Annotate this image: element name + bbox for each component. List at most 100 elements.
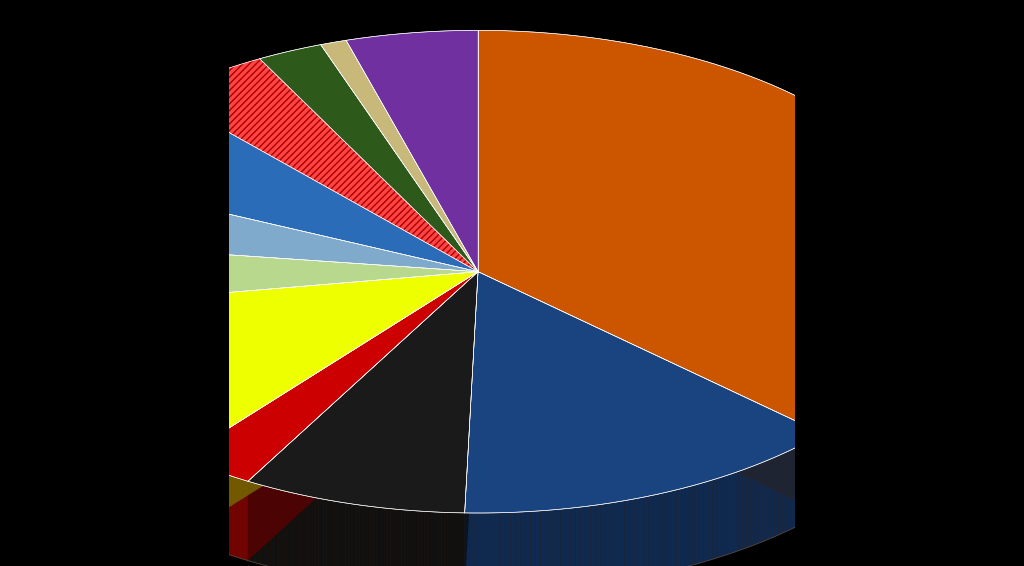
Polygon shape [717,477,721,558]
Polygon shape [56,373,58,454]
Polygon shape [147,441,151,522]
Polygon shape [390,509,393,566]
Polygon shape [546,510,551,566]
Polygon shape [401,510,404,566]
Polygon shape [759,462,763,543]
Polygon shape [634,498,639,566]
Polygon shape [368,506,371,566]
Polygon shape [169,452,172,533]
Polygon shape [374,507,376,566]
Polygon shape [55,371,56,452]
Polygon shape [742,469,746,549]
Polygon shape [42,354,44,436]
Polygon shape [273,488,275,566]
Polygon shape [885,381,891,467]
Polygon shape [808,439,812,520]
Polygon shape [586,506,591,566]
Polygon shape [112,419,114,501]
Polygon shape [346,31,478,272]
Polygon shape [19,272,478,457]
Polygon shape [903,362,908,448]
Polygon shape [794,447,798,528]
Polygon shape [387,508,390,566]
Polygon shape [500,513,505,566]
Polygon shape [932,315,935,401]
Polygon shape [530,511,536,566]
Polygon shape [14,110,942,566]
Polygon shape [270,488,273,566]
Polygon shape [351,504,354,566]
Polygon shape [515,512,520,566]
Polygon shape [725,474,730,555]
Polygon shape [337,501,340,566]
Polygon shape [475,513,480,566]
Polygon shape [66,383,68,464]
Polygon shape [831,423,840,508]
Polygon shape [767,459,771,540]
Polygon shape [117,423,120,504]
Polygon shape [99,411,101,492]
Polygon shape [279,490,282,566]
Polygon shape [255,483,258,563]
Polygon shape [136,435,139,516]
Polygon shape [54,95,478,272]
Polygon shape [556,509,561,566]
Polygon shape [929,322,932,408]
Polygon shape [310,497,313,566]
Polygon shape [324,499,327,566]
Polygon shape [63,381,66,462]
Polygon shape [45,359,46,440]
Polygon shape [160,447,163,528]
Polygon shape [144,440,147,520]
Polygon shape [122,427,125,508]
Polygon shape [891,375,897,461]
Polygon shape [128,430,130,511]
Polygon shape [786,451,791,531]
Polygon shape [536,511,541,566]
Polygon shape [14,241,478,310]
Polygon shape [300,495,302,566]
Polygon shape [408,510,411,566]
Polygon shape [139,436,141,517]
Polygon shape [92,405,94,486]
Polygon shape [459,513,462,566]
Polygon shape [35,344,37,426]
Polygon shape [465,272,478,566]
Polygon shape [600,504,605,566]
Polygon shape [263,486,265,565]
Polygon shape [478,272,822,513]
Polygon shape [157,446,160,526]
Polygon shape [362,505,366,566]
Polygon shape [379,508,382,566]
Polygon shape [591,505,595,566]
Polygon shape [575,507,581,566]
Polygon shape [419,511,422,566]
Polygon shape [125,428,128,509]
Polygon shape [663,492,668,566]
Polygon shape [50,365,51,446]
Polygon shape [441,512,444,566]
Polygon shape [346,503,348,566]
Polygon shape [771,457,775,538]
Polygon shape [478,31,942,434]
Polygon shape [307,496,310,566]
Polygon shape [31,336,32,417]
Polygon shape [318,498,321,566]
Polygon shape [462,513,465,566]
Polygon shape [625,500,630,566]
Polygon shape [38,348,39,430]
Polygon shape [404,510,408,566]
Polygon shape [340,502,343,566]
Polygon shape [313,498,315,566]
Polygon shape [763,461,767,542]
Polygon shape [335,501,337,566]
Polygon shape [690,485,694,565]
Polygon shape [610,502,615,566]
Polygon shape [39,350,41,432]
Polygon shape [258,484,260,564]
Polygon shape [179,456,182,537]
Polygon shape [48,363,50,444]
Polygon shape [668,491,672,566]
Polygon shape [284,491,287,566]
Polygon shape [382,508,385,566]
